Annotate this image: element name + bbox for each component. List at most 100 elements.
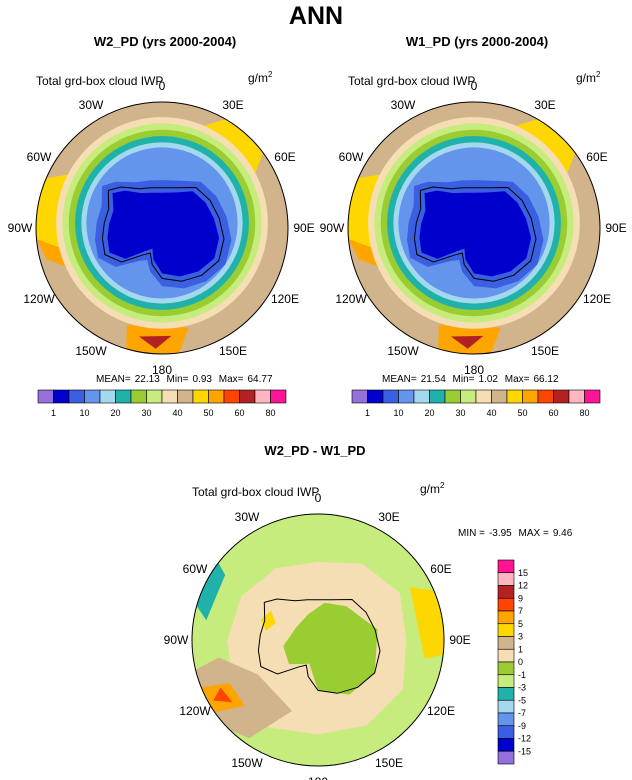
colorbar-box-4 (497, 610, 515, 625)
colorbar-tick-15: 15 (518, 568, 528, 578)
panel3-lon-label-150e: 150E (375, 756, 403, 770)
panel2-lon-label-0: 0 (471, 79, 478, 93)
colorbar-box-8 (497, 661, 515, 676)
panel2-max-value: 66.12 (533, 374, 559, 385)
panel2-lon-label-120w: 120W (335, 292, 367, 306)
field-band-5-7-west (213, 687, 233, 703)
panel3-variable-label: Total grd-box cloud IWP (192, 485, 320, 499)
colorbar-tick-50: 50 (517, 408, 527, 418)
panel1-lon-label-60w: 60W (27, 150, 52, 164)
panel1-min-value: 0.93 (192, 374, 212, 385)
panel3-title: W2_PD - W1_PD (264, 443, 366, 458)
colorbar-box-7 (497, 648, 515, 663)
panel3-lon-label-120w: 120W (179, 704, 211, 718)
panel2-units: g/m2 (576, 70, 601, 85)
figure-title: ANN (288, 2, 344, 30)
panel2-lon-label-90w: 90W (320, 221, 345, 235)
colorbar-tick-20: 20 (424, 408, 434, 418)
panel2-lon-label-60w: 60W (339, 150, 364, 164)
colorbar-tick-12: 12 (518, 581, 528, 591)
colorbar-tick--5: -5 (518, 695, 526, 705)
colorbar-tick-5: 5 (518, 619, 523, 629)
colorbar-tick-3: 3 (518, 632, 523, 642)
panel2-min-label: Min= (452, 374, 475, 385)
panel1-lon-label-30w: 30W (79, 98, 104, 112)
panel2-lon-label-120e: 120E (583, 292, 611, 306)
panel1-lon-label-120e: 120E (271, 292, 299, 306)
panel1-stats: MEAN= 22.13 Min= 0.93 Max= 64.77 (96, 374, 277, 385)
field-blob-peak-s (138, 335, 172, 349)
colorbar-tick-40: 40 (486, 408, 496, 418)
colorbar-box-1 (497, 572, 515, 586)
field-band-3-5-east (409, 587, 444, 659)
panel1-title: W2_PD (yrs 2000-2004) (93, 34, 237, 49)
panel1-lon-label-0: 0 (159, 79, 166, 93)
panel3-min-value: -3.95 (488, 528, 512, 539)
colorbar-box-14 (497, 738, 515, 752)
colorbar-tick--15: -15 (518, 746, 531, 756)
panel2-field (348, 102, 600, 354)
panel3-lon-label-90w: 90W (164, 633, 189, 647)
colorbar-tick-60: 60 (548, 408, 558, 418)
map-border (35, 101, 289, 355)
colorbar-tick-60: 60 (234, 408, 244, 418)
panel1-field (36, 102, 288, 354)
panel2-lon-label-150e: 150E (531, 344, 559, 358)
field-blob-peak-s (450, 335, 484, 349)
colorbar-tick-10: 10 (79, 408, 89, 418)
panel3-min-label: MIN = (458, 528, 485, 539)
colorbar-tick-7: 7 (518, 606, 523, 616)
colorbar-tick--7: -7 (518, 708, 526, 718)
panel1-lon-label-150e: 150E (219, 344, 247, 358)
panel1-lon-label-120w: 120W (23, 292, 55, 306)
coastline (257, 598, 381, 694)
colorbar-box-15 (584, 389, 601, 404)
panel3-lon-label-60e: 60E (430, 562, 451, 576)
panel3-field (192, 514, 444, 766)
panel1-mean-value: 22.13 (134, 374, 160, 385)
colorbar-box-15 (497, 750, 515, 765)
panel3-units: g/m2 (420, 481, 445, 496)
colorbar-tick-1: 1 (365, 408, 370, 418)
colorbar-box-12 (497, 712, 515, 727)
colorbar-box-13 (497, 725, 515, 739)
panel1-lon-label-90w: 90W (8, 221, 33, 235)
colorbar-box-6 (497, 636, 515, 650)
colorbar-tick--3: -3 (518, 683, 526, 693)
colorbar-tick-20: 20 (110, 408, 120, 418)
colorbar-tick-30: 30 (455, 408, 465, 418)
panel2-lon-label-180: 180 (464, 363, 484, 377)
panel2-lon-label-30w: 30W (391, 98, 416, 112)
panel3-lon-label-90e: 90E (449, 633, 470, 647)
panel1-lon-label-30e: 30E (222, 98, 243, 112)
panel1-units: g/m2 (248, 70, 273, 85)
colorbar-box-15 (270, 389, 287, 404)
coastline (413, 186, 537, 282)
panel3-max-value: 9.46 (552, 528, 573, 539)
colorbar-box-3 (497, 597, 515, 612)
panel1-max-value: 64.77 (247, 374, 273, 385)
colorbar-tick-80: 80 (579, 408, 589, 418)
colorbar-tick-10: 10 (393, 408, 403, 418)
panel2-lon-label-60e: 60E (586, 150, 607, 164)
panel2-max-label: Max= (504, 374, 530, 385)
panel2-mean-label: MEAN= (382, 374, 417, 385)
panel2-title: W1_PD (yrs 2000-2004) (405, 34, 549, 49)
panel3-lon-label-0: 0 (315, 491, 322, 505)
panel1-max-label: Max= (218, 374, 244, 385)
panel1-variable-label: Total grd-box cloud IWP (36, 74, 164, 88)
colorbar-box-10 (497, 687, 515, 701)
panel1-lon-label-150w: 150W (75, 344, 107, 358)
panel1-min-label: Min= (166, 374, 189, 385)
panel2-lon-label-150w: 150W (387, 344, 419, 358)
colorbar-tick-50: 50 (203, 408, 213, 418)
field-band-1-5 (107, 190, 220, 277)
colorbar-box-2 (497, 585, 515, 599)
panel2-mean-value: 21.54 (420, 374, 446, 385)
colorbar-tick-1: 1 (518, 644, 523, 654)
coastline (101, 186, 225, 282)
colorbar-box-9 (497, 674, 515, 688)
